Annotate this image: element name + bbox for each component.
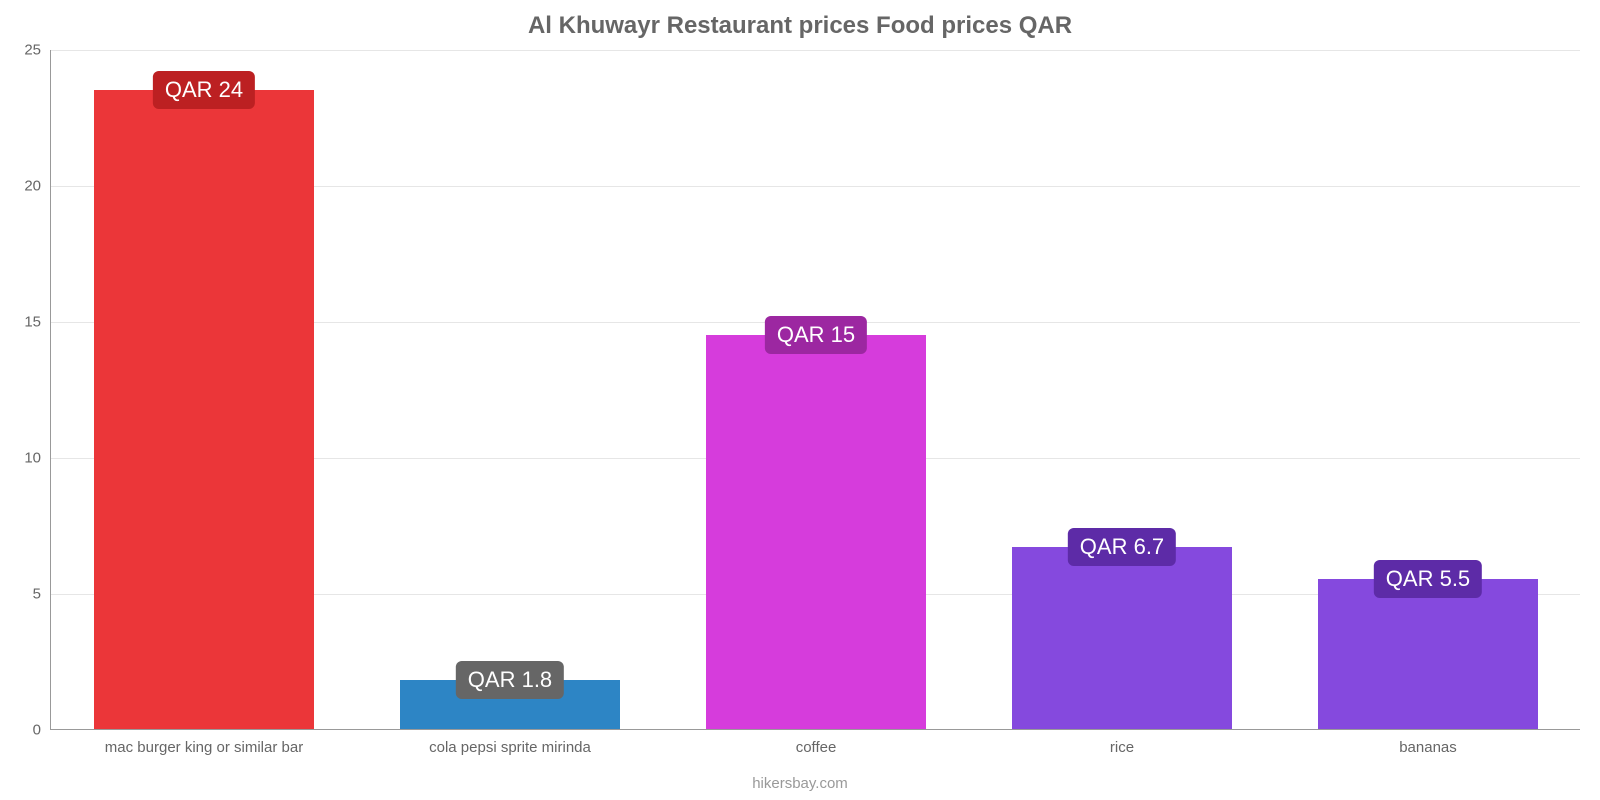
bar: QAR 6.7 [1012,547,1232,729]
bar-value-label: QAR 5.5 [1374,560,1482,598]
bar-value-label: QAR 15 [765,316,867,354]
y-tick-label: 5 [33,586,41,603]
chart-plot-area: 0510152025QAR 24mac burger king or simil… [50,50,1580,730]
x-tick-label: coffee [796,739,837,756]
chart-title: Al Khuwayr Restaurant prices Food prices… [0,12,1600,40]
y-tick-label: 0 [33,722,41,739]
grid-line [51,50,1580,51]
bar: QAR 24 [94,90,314,729]
x-tick-label: bananas [1399,739,1457,756]
y-tick-label: 15 [24,314,41,331]
bar: QAR 15 [706,335,926,729]
attribution-text: hikersbay.com [0,775,1600,792]
x-tick-label: cola pepsi sprite mirinda [429,739,591,756]
bar-value-label: QAR 1.8 [456,661,564,699]
y-tick-label: 25 [24,42,41,59]
x-tick-label: rice [1110,739,1134,756]
bar: QAR 5.5 [1318,579,1538,729]
bar-value-label: QAR 24 [153,71,255,109]
bar-value-label: QAR 6.7 [1068,528,1176,566]
y-tick-label: 20 [24,178,41,195]
bar: QAR 1.8 [400,680,620,729]
y-tick-label: 10 [24,450,41,467]
x-tick-label: mac burger king or similar bar [105,739,303,756]
